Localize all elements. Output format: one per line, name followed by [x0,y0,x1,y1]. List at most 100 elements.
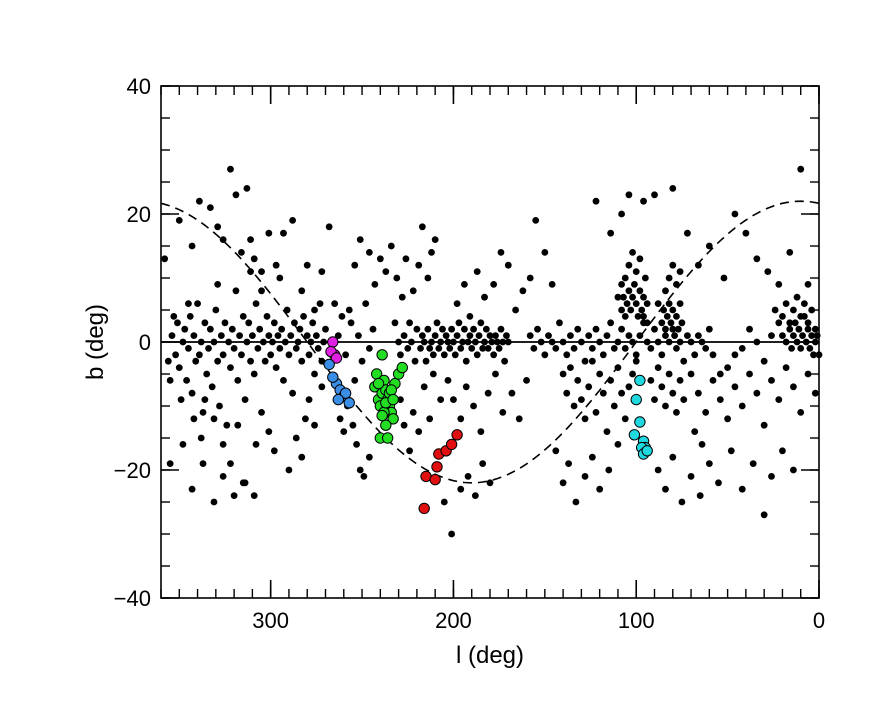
background-point [398,293,406,301]
background-point [581,357,589,365]
background-point [760,421,768,429]
background-point [800,300,808,307]
background-point [272,261,280,269]
background-point [311,421,318,429]
background-point [526,274,534,282]
background-point [417,345,424,352]
background-point [471,492,479,499]
background-point [640,197,647,205]
background-point [779,332,786,339]
background-point [428,249,435,256]
background-point [376,255,384,263]
background-point [556,319,563,327]
background-point [197,434,205,442]
background-point [481,338,488,346]
background-point [278,325,286,333]
background-point [440,351,448,359]
background-point [462,383,470,391]
background-point [342,351,350,359]
background-point [621,345,629,352]
background-point [658,383,666,391]
background-point [353,441,360,448]
background-point [320,338,328,346]
background-point [698,441,706,448]
background-point [451,351,459,359]
background-point [806,345,814,352]
background-point [603,332,611,339]
background-point [345,306,353,314]
background-point [671,332,679,339]
background-point [166,377,174,384]
background-point [786,325,794,333]
background-point [709,377,717,384]
highlight-point [376,409,388,422]
background-point [793,338,801,346]
background-point [188,242,196,250]
background-point [437,396,445,403]
background-point [247,236,254,244]
highlight-point [380,419,392,431]
background-point [596,338,604,346]
background-point [214,281,222,288]
background-point [475,332,483,339]
background-point [281,338,289,346]
background-point [318,268,326,275]
background-point [654,364,662,371]
background-point [289,389,296,397]
background-point [265,332,273,339]
background-point [698,338,706,346]
background-point [201,396,209,403]
background-point [170,313,178,320]
background-point [296,325,304,333]
background-point [221,319,229,327]
background-point [318,383,326,391]
background-point [581,473,589,480]
background-point [298,453,306,461]
highlight-point [451,429,463,441]
background-point [168,332,176,339]
background-point [647,345,655,352]
background-point [446,345,454,352]
background-point [234,377,242,384]
background-point [678,319,686,327]
background-point [629,370,636,378]
highlight-point [330,352,343,364]
background-point [495,345,503,352]
background-point [243,185,251,192]
background-point [365,249,373,256]
y-axis-label: b (deg) [82,304,109,380]
background-point [786,249,794,256]
background-point [206,204,214,212]
plot-frame [160,85,820,599]
background-point [409,409,417,416]
background-point [614,338,622,346]
background-point [230,492,238,499]
background-point [687,370,695,378]
background-point [530,345,538,352]
highlight-point [396,361,408,374]
background-point [621,274,629,282]
background-point [298,357,306,365]
background-point [501,357,509,365]
background-point [462,357,470,365]
background-point [570,345,578,352]
background-point [309,319,317,327]
background-point [665,370,673,378]
background-point [181,325,189,333]
background-point [811,389,819,397]
background-point [254,345,262,352]
background-point [435,345,443,352]
highlight-point [343,397,355,409]
background-point [250,255,258,263]
background-point [585,383,593,391]
background-point [782,338,790,346]
background-point [523,377,530,384]
background-point [691,351,699,359]
background-point [731,210,739,218]
background-point [760,357,768,365]
background-point [771,306,779,314]
background-point [492,370,499,378]
background-point [799,332,806,339]
background-point [793,293,801,301]
background-point [563,389,571,397]
